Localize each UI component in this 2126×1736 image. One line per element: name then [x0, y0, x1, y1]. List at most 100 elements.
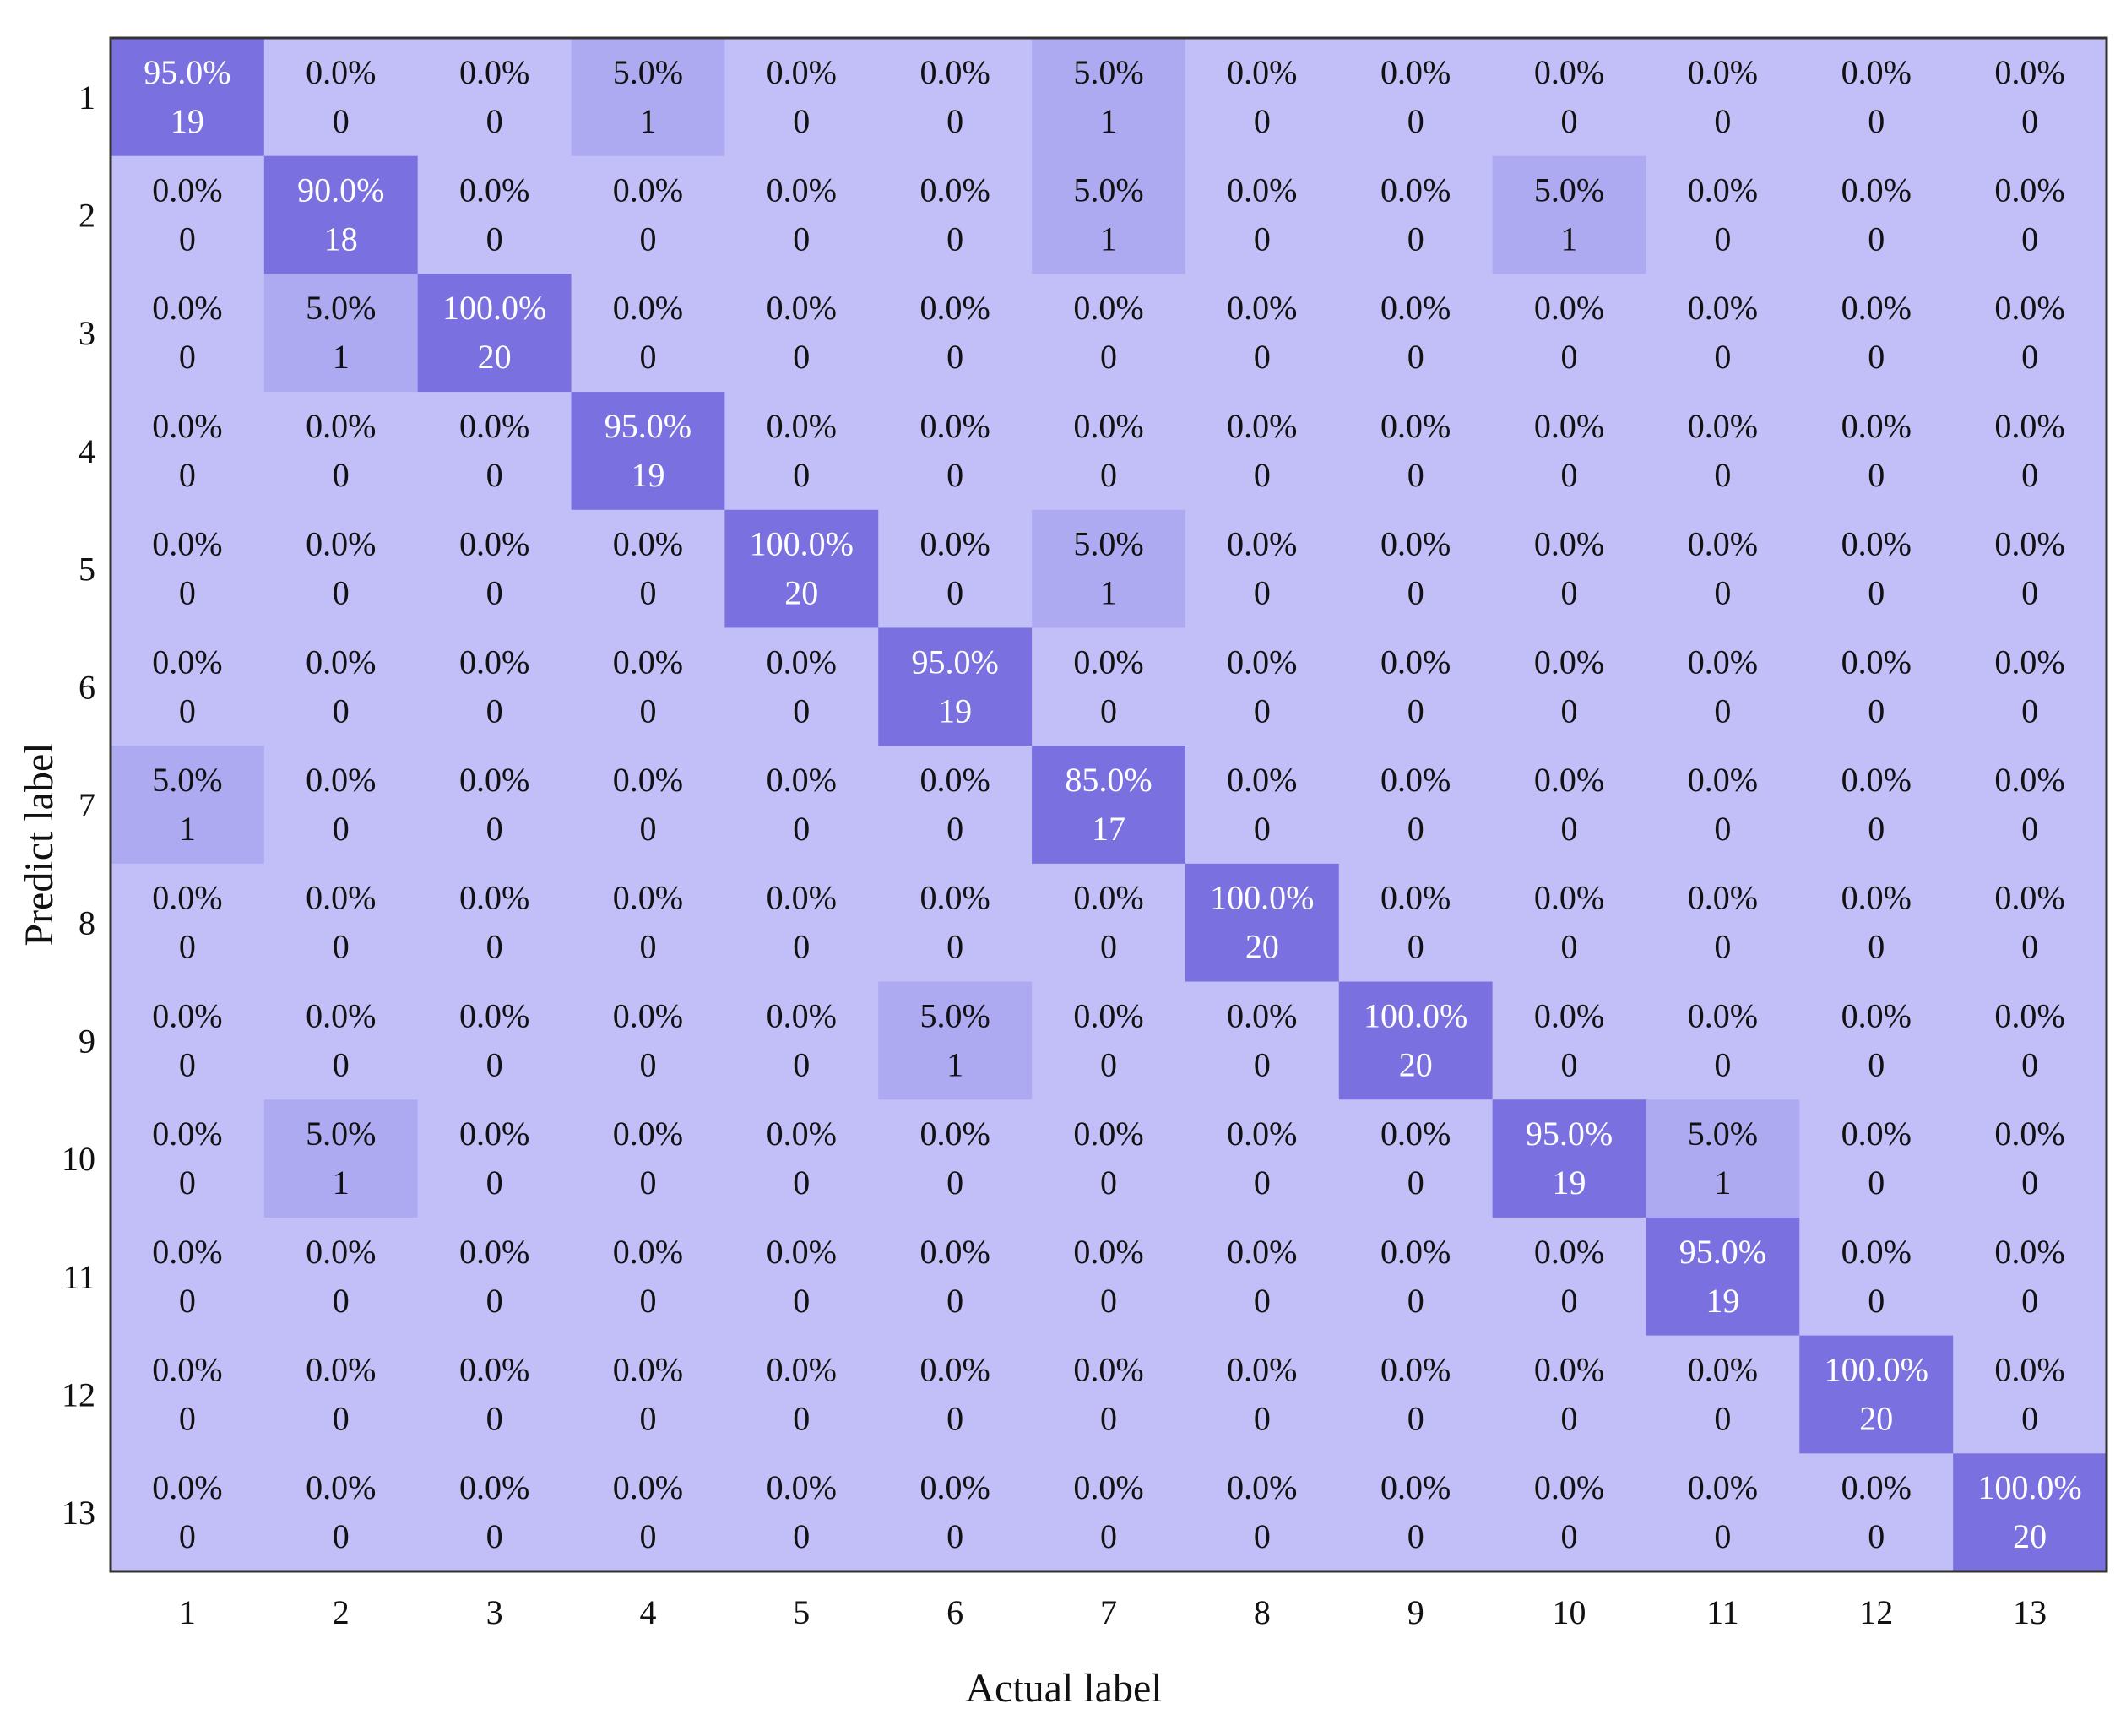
cell-percent-label: 100.0% [1210, 879, 1314, 917]
heatmap-cell [417, 1335, 572, 1454]
cell-percent-label: 0.0% [1994, 407, 2064, 445]
cell-percent-label: 0.0% [1534, 1468, 1604, 1506]
cell-percent-label: 0.0% [613, 171, 683, 209]
heatmap-cell [417, 1453, 572, 1572]
cell-count-label: 1 [1100, 220, 1117, 258]
cell-percent-label: 100.0% [1977, 1468, 2081, 1506]
cell-percent-label: 0.0% [919, 289, 990, 327]
cell-count-label: 0 [1561, 1517, 1578, 1555]
cell-percent-label: 0.0% [1227, 643, 1297, 681]
cell-count-label: 0 [333, 1399, 350, 1437]
heatmap-cell [1953, 1453, 2107, 1572]
cell-count-label: 0 [486, 102, 503, 140]
cell-count-label: 18 [324, 220, 358, 258]
cell-count-label: 1 [1100, 574, 1117, 612]
heatmap-cell [878, 274, 1033, 393]
cell-count-label: 0 [2021, 1399, 2038, 1437]
heatmap-cell [417, 392, 572, 511]
cell-percent-label: 5.0% [613, 53, 683, 91]
cell-percent-label: 0.0% [919, 53, 990, 91]
cell-count-label: 0 [946, 928, 963, 966]
y-tick-label: 11 [62, 1258, 95, 1296]
cell-count-label: 0 [1100, 456, 1117, 494]
heatmap-cell [263, 746, 419, 865]
cell-percent-label: 0.0% [767, 53, 837, 91]
cell-count-label: 0 [793, 810, 810, 848]
heatmap-cell [111, 1217, 265, 1337]
cell-count-label: 0 [639, 692, 656, 730]
cell-count-label: 0 [1868, 1282, 1885, 1320]
cell-count-label: 0 [1868, 1164, 1885, 1202]
cell-percent-label: 0.0% [1841, 879, 1912, 917]
x-tick-label: 1 [179, 1593, 196, 1631]
heatmap-cell [1492, 1335, 1647, 1454]
cell-count-label: 19 [171, 102, 204, 140]
cell-count-label: 0 [333, 692, 350, 730]
heatmap-cell [571, 509, 725, 629]
heatmap-cell [724, 1453, 879, 1572]
cell-percent-label: 0.0% [1994, 643, 2064, 681]
cell-count-label: 0 [639, 220, 656, 258]
cell-percent-label: 0.0% [919, 171, 990, 209]
cell-count-label: 0 [486, 1517, 503, 1555]
cell-percent-label: 0.0% [306, 53, 376, 91]
cell-count-label: 0 [639, 1399, 656, 1437]
cell-percent-label: 0.0% [1534, 996, 1604, 1034]
cell-count-label: 0 [1254, 1517, 1271, 1555]
cell-percent-label: 0.0% [1227, 1115, 1297, 1153]
cell-percent-label: 0.0% [767, 171, 837, 209]
y-tick-label: 7 [79, 786, 95, 824]
cell-count-label: 0 [179, 220, 196, 258]
heatmap-cell [1646, 274, 1800, 393]
cell-percent-label: 0.0% [1534, 879, 1604, 917]
heatmap-cell [1799, 1099, 1954, 1218]
heatmap-cell [1338, 1335, 1494, 1454]
cell-count-label: 0 [793, 338, 810, 376]
heatmap-cell [1799, 1335, 1954, 1454]
heatmap-cell [417, 627, 572, 746]
cell-count-label: 0 [946, 574, 963, 612]
cell-percent-label: 0.0% [152, 643, 222, 681]
cell-percent-label: 95.0% [605, 407, 691, 445]
cell-percent-label: 0.0% [152, 1233, 222, 1271]
cell-count-label: 0 [1714, 1045, 1731, 1083]
cell-percent-label: 0.0% [306, 1233, 376, 1271]
cell-count-label: 0 [1254, 1399, 1271, 1437]
heatmap-cell [417, 274, 572, 393]
cell-percent-label: 0.0% [459, 1468, 529, 1506]
cell-count-label: 0 [1254, 338, 1271, 376]
cell-percent-label: 0.0% [459, 761, 529, 799]
cell-count-label: 0 [1714, 220, 1731, 258]
heatmap-cell [263, 627, 419, 746]
heatmap-cell [263, 1099, 419, 1218]
cell-count-label: 0 [1561, 456, 1578, 494]
cell-count-label: 20 [1245, 928, 1279, 966]
cell-percent-label: 0.0% [1841, 525, 1912, 563]
heatmap-cell [724, 38, 879, 157]
heatmap-cell [1032, 746, 1186, 865]
cell-count-label: 0 [179, 1399, 196, 1437]
cell-count-label: 19 [1553, 1164, 1586, 1202]
heatmap-cell [111, 274, 265, 393]
heatmap-cell [1646, 392, 1800, 511]
heatmap-cell [1032, 1335, 1186, 1454]
heatmap-cell [111, 1099, 265, 1218]
heatmap-cell [263, 509, 419, 629]
cell-percent-label: 0.0% [1380, 525, 1451, 563]
heatmap-cell [1646, 1217, 1800, 1337]
heatmap-cell [1646, 38, 1800, 157]
cell-count-label: 0 [2021, 810, 2038, 848]
heatmap-cell [263, 981, 419, 1100]
y-tick-label: 1 [79, 79, 95, 117]
cell-percent-label: 0.0% [152, 1350, 222, 1388]
heatmap-cell [571, 746, 725, 865]
cell-count-label: 0 [793, 220, 810, 258]
cell-percent-label: 0.0% [767, 289, 837, 327]
heatmap-cell [1185, 746, 1340, 865]
cell-percent-label: 0.0% [306, 996, 376, 1034]
cell-percent-label: 0.0% [1841, 761, 1912, 799]
heatmap-cell [1185, 1217, 1340, 1337]
cell-percent-label: 0.0% [1380, 879, 1451, 917]
cell-percent-label: 0.0% [1380, 1350, 1451, 1388]
cell-count-label: 0 [1254, 1045, 1271, 1083]
